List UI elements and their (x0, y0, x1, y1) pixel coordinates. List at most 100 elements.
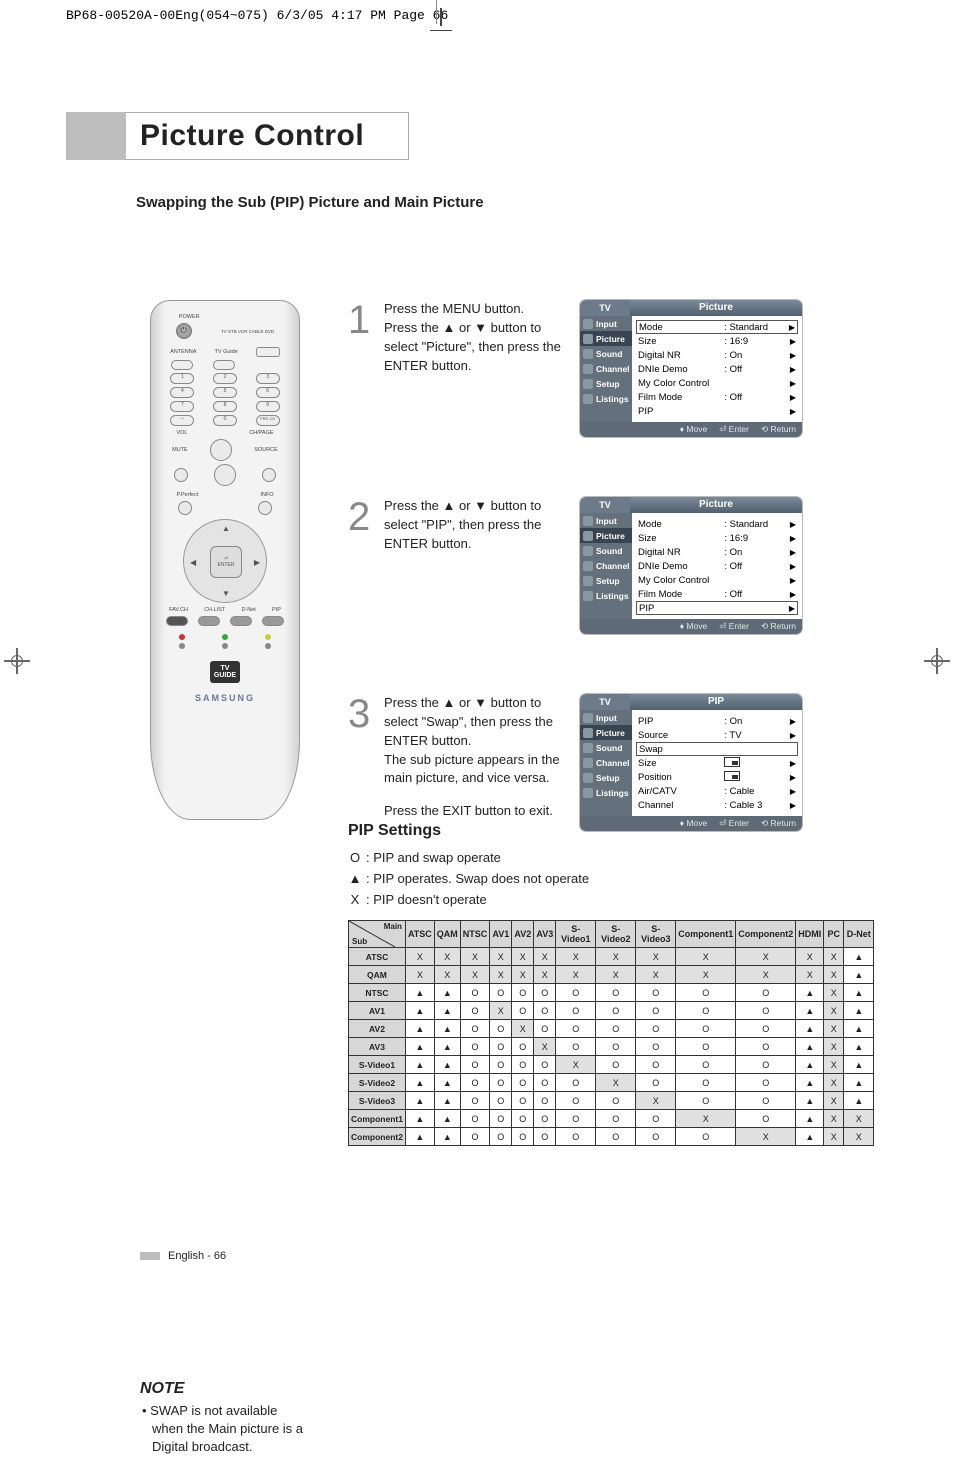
osd-footer: ♦ Move ⏎ Enter ⟲ Return (580, 619, 802, 634)
osd-menu-row: PIP ▶ (636, 404, 798, 418)
table-row-header: NTSC (349, 984, 406, 1002)
table-cell: X (534, 1038, 556, 1056)
footer-text: English - 66 (168, 1250, 226, 1262)
table-cell: ▲ (434, 1038, 460, 1056)
table-cell: O (736, 1002, 796, 1020)
legend-symbol: ▲ (348, 869, 362, 890)
table-cell: O (556, 984, 596, 1002)
table-cell: X (676, 1110, 736, 1128)
right-arrow-icon: ▶ (786, 759, 796, 768)
table-cell: O (596, 1056, 636, 1074)
table-cell: O (490, 984, 512, 1002)
table-cell: X (512, 1020, 534, 1038)
step-extra-text: Press the EXIT button to exit. (384, 802, 570, 821)
osd-menu-row: DNIe Demo : Off ▶ (636, 559, 798, 573)
osd-side-icon (583, 349, 593, 359)
table-cell: X (434, 948, 460, 966)
osd-side-item: Listings (580, 391, 632, 406)
table-diagonal-header: Main Sub (349, 921, 406, 948)
table-cell: O (736, 1074, 796, 1092)
pip-label: PIP (272, 607, 281, 613)
table-cell: O (676, 1128, 736, 1146)
right-arrow-icon: ▶ (786, 801, 796, 810)
table-cell: O (490, 1092, 512, 1110)
osd-side-icon (583, 319, 593, 329)
table-cell: O (534, 1020, 556, 1038)
osd-menu-row: Position ▶ (636, 770, 798, 784)
osd-side-item: Picture (580, 528, 632, 543)
table-cell: ▲ (434, 1092, 460, 1110)
table-cell: O (534, 1110, 556, 1128)
table-row-header: AV1 (349, 1002, 406, 1020)
table-cell: O (596, 1110, 636, 1128)
table-cell: ▲ (796, 984, 824, 1002)
right-arrow-icon: ▶ (786, 576, 796, 585)
table-cell: ▲ (405, 1020, 434, 1038)
osd-side-item: Listings (580, 785, 632, 800)
osd-tv-tab: TV (580, 300, 630, 316)
legend-text: : PIP and swap operate (366, 848, 501, 869)
osd-side-item: Picture (580, 331, 632, 346)
table-cell: ▲ (796, 1074, 824, 1092)
right-arrow-icon: ▶ (786, 520, 796, 529)
table-cell: ▲ (405, 1128, 434, 1146)
table-cell: O (512, 1110, 534, 1128)
table-cell: O (596, 984, 636, 1002)
osd-side-icon (583, 576, 593, 586)
osd-side-item: Channel (580, 755, 632, 770)
mode-button (256, 347, 280, 357)
pperfect-label: P.Perfect (176, 492, 198, 498)
table-cell: O (636, 1056, 676, 1074)
table-cell: O (676, 1056, 736, 1074)
table-cell: O (736, 1110, 796, 1128)
table-cell: O (460, 1128, 490, 1146)
table-column-header: Component1 (676, 921, 736, 948)
right-arrow-icon: ▶ (786, 337, 796, 346)
chlist-label: CH.LIST (204, 607, 225, 613)
table-cell: O (556, 1038, 596, 1056)
table-cell: O (534, 1002, 556, 1020)
table-row-header: S-Video2 (349, 1074, 406, 1092)
remote-column: POWER ⏻ TV STB VCR CABLE DVD ANTENNA TV … (140, 300, 310, 1457)
right-arrow-icon: ▶ (786, 365, 796, 374)
osd-side-icon (583, 364, 593, 374)
table-column-header: S-Video2 (596, 921, 636, 948)
table-cell: O (460, 1074, 490, 1092)
table-cell: X (736, 948, 796, 966)
right-arrow-icon: ▶ (786, 407, 796, 416)
step-text: Press the ▲ or ▼ button to select "PIP",… (384, 497, 570, 554)
table-cell: ▲ (796, 1128, 824, 1146)
osd-menu-row: Source : TV ▶ (636, 728, 798, 742)
tvguide-label: TV Guide (215, 349, 238, 355)
osd-menu-row: Film Mode : Off ▶ (636, 587, 798, 601)
pip-settings-heading: PIP Settings (348, 822, 441, 840)
right-arrow-icon: ▶ (786, 379, 796, 388)
osd-panel: TV PIP InputPictureSoundChannelSetupList… (580, 694, 802, 831)
table-cell: X (796, 948, 824, 966)
table-cell: O (596, 1002, 636, 1020)
table-cell: O (460, 1056, 490, 1074)
osd-sidebar: InputPictureSoundChannelSetupListings (580, 316, 632, 422)
pip-size-icon (724, 771, 740, 781)
table-cell: ▲ (844, 1074, 874, 1092)
table-column-header: NTSC (460, 921, 490, 948)
table-cell: ▲ (405, 1038, 434, 1056)
instruction-step: 2 Press the ▲ or ▼ button to select "PIP… (348, 497, 818, 634)
table-cell: O (534, 984, 556, 1002)
table-cell: X (534, 948, 556, 966)
table-cell: ▲ (434, 1020, 460, 1038)
power-label: POWER (179, 314, 200, 320)
table-cell: O (596, 1038, 636, 1056)
antenna-label: ANTENNA (170, 349, 196, 355)
table-cell: ▲ (434, 1074, 460, 1092)
table-cell: X (556, 966, 596, 984)
table-cell: O (512, 984, 534, 1002)
table-column-header: HDMI (796, 921, 824, 948)
osd-side-item: Input (580, 316, 632, 331)
color-dots-row (161, 634, 289, 640)
osd-footer: ♦ Move ⏎ Enter ⟲ Return (580, 816, 802, 831)
table-cell: O (596, 1092, 636, 1110)
right-arrow-icon: ▶ (785, 604, 795, 613)
table-cell: O (490, 1110, 512, 1128)
table-cell: O (636, 1110, 676, 1128)
